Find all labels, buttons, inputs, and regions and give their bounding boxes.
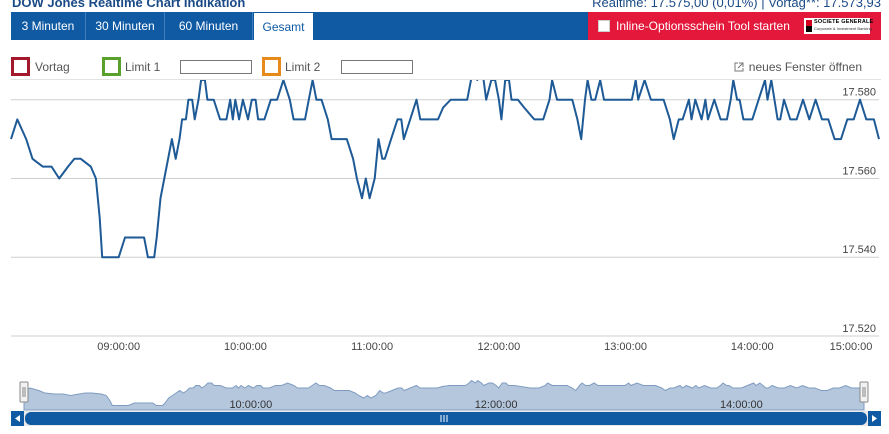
x-axis: 09:00:00 10:00:00 11:00:00 12:00:00 13:00:00…	[97, 341, 872, 353]
x-tick-label: 14:00:00	[731, 341, 774, 353]
vortag-checkbox[interactable]	[11, 57, 30, 76]
navigator-area	[23, 379, 865, 411]
arrow-right-icon	[872, 415, 877, 422]
new-window-label: neues Fenster öffnen	[748, 60, 862, 74]
y-axis: 17.520 17.540 17.560 17.580	[842, 87, 876, 335]
time-navigator[interactable]: 10:00:00 12:00:00 14:00:00	[11, 370, 879, 411]
options-tool-label: Inline-Optionsschein Tool starten	[616, 19, 790, 33]
chart-grid	[11, 99, 879, 337]
societe-generale-logo: SOCIETE GENERALE Corporate & Investment …	[804, 18, 874, 34]
interval-tab-bar: 3 Minuten 30 Minuten 60 Minuten Gesamt I…	[11, 12, 881, 40]
scrollbar-thumb[interactable]	[25, 412, 867, 425]
x-tick-label: 10:00:00	[224, 341, 267, 353]
page-title: DOW Jones Realtime Chart Indikation	[12, 0, 246, 10]
arrow-left-icon	[15, 415, 20, 422]
y-tick-label: 17.520	[842, 323, 876, 335]
y-tick-label: 17.560	[842, 165, 876, 177]
x-tick-label: 11:00:00	[351, 341, 393, 353]
limit2-checkbox[interactable]	[262, 57, 281, 76]
x-tick-label: 13:00:00	[604, 341, 647, 353]
navigator-right-handle[interactable]	[859, 381, 869, 403]
logo-text: SOCIETE GENERALE	[814, 19, 874, 25]
x-tick-label: 15:00:00	[830, 341, 873, 353]
navigator-axis: 10:00:00 12:00:00 14:00:00	[229, 399, 762, 411]
logo-subtext: Corporate & Investment Banking	[814, 26, 872, 31]
navigator-tick-label: 12:00:00	[475, 399, 518, 411]
tab-gesamt[interactable]: Gesamt	[253, 12, 314, 40]
logo-mark-icon	[806, 20, 812, 32]
vortag-label: Vortag	[35, 60, 70, 74]
y-tick-label: 17.580	[842, 87, 876, 99]
navigator-left-handle[interactable]	[19, 381, 29, 403]
y-tick-label: 17.540	[842, 244, 876, 256]
scrollbar-grip-icon	[440, 415, 448, 422]
navigator-scrollbar[interactable]	[11, 411, 881, 426]
external-link-icon	[734, 62, 744, 72]
price-chart: 17.520 17.540 17.560 17.580 09:00:00 10:00:0…	[10, 80, 881, 426]
tab-3-minuten[interactable]: 3 Minuten	[11, 12, 86, 40]
navigator-tick-label: 10:00:00	[229, 399, 272, 411]
tab-60-minuten[interactable]: 60 Minuten	[165, 12, 253, 40]
x-tick-label: 12:00:00	[477, 341, 520, 353]
chart-controls: Vortag Limit 1 Limit 2 neues Fenster öff…	[11, 57, 881, 79]
limit1-label: Limit 1	[125, 60, 161, 74]
options-tool-button[interactable]: Inline-Optionsschein Tool starten SOCIET…	[588, 12, 881, 40]
realtime-quote: Realtime: 17.575,00 (0,01%) | Vortag**: …	[592, 0, 881, 10]
limit2-label: Limit 2	[285, 60, 321, 74]
new-window-link[interactable]: neues Fenster öffnen	[734, 60, 862, 74]
tab-30-minuten[interactable]: 30 Minuten	[86, 12, 165, 40]
limit2-input[interactable]	[341, 60, 413, 74]
limit1-checkbox[interactable]	[102, 57, 121, 76]
limit1-input[interactable]	[180, 60, 252, 74]
price-line	[10, 80, 880, 259]
navigator-tick-label: 14:00:00	[720, 399, 763, 411]
divider	[11, 79, 881, 80]
x-tick-label: 09:00:00	[97, 341, 140, 353]
options-tool-checkbox[interactable]	[598, 20, 610, 32]
